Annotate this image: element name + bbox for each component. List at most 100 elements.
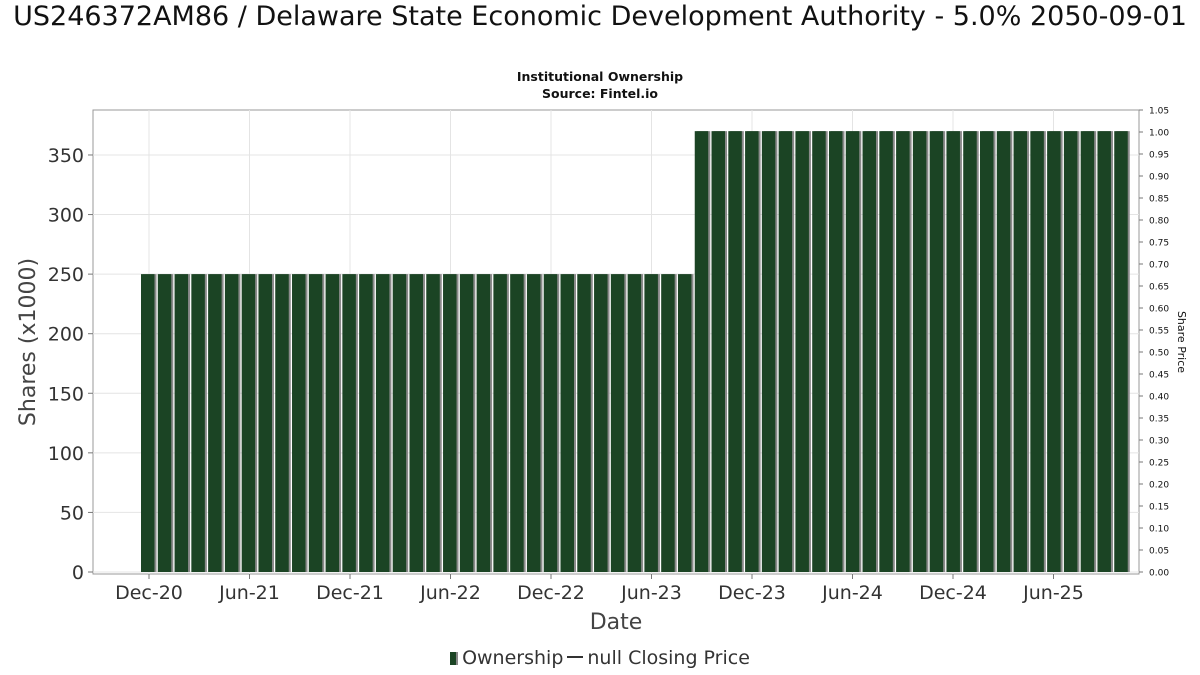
bar <box>661 274 675 572</box>
bar <box>342 274 356 572</box>
bar <box>963 131 977 572</box>
y-axis-title: Shares (x1000) <box>16 258 41 426</box>
y2-tick-label: 0.35 <box>1149 415 1169 425</box>
x-tick-label: Dec-24 <box>919 582 987 604</box>
x-tick-label: Dec-20 <box>115 582 183 604</box>
y-tick-label: 200 <box>48 324 84 346</box>
subtitle-source: Source: Fintel.io <box>542 86 658 101</box>
bar <box>677 274 692 572</box>
bar <box>493 274 507 572</box>
legend-ownership-label: Ownership <box>462 647 564 669</box>
chart-title: US246372AM86 / Delaware State Economic D… <box>13 1 1187 32</box>
x-tick-label: Dec-22 <box>517 582 585 604</box>
y2-tick-label: 0.10 <box>1149 525 1169 535</box>
bar <box>241 274 256 572</box>
bar <box>526 274 541 572</box>
bar <box>845 131 860 572</box>
y2-tick-label: 0.60 <box>1149 305 1169 315</box>
bar <box>1080 131 1095 572</box>
bar <box>980 131 994 572</box>
ownership-bars <box>141 131 1130 572</box>
y2-tick-label: 1.00 <box>1149 129 1169 139</box>
y2-tick-label: 0.15 <box>1149 503 1169 513</box>
y2-tick-label: 0.30 <box>1149 437 1169 447</box>
y-tick-label: 50 <box>60 502 84 524</box>
bar <box>862 131 877 572</box>
bar <box>610 274 625 572</box>
bar <box>543 274 558 572</box>
bar <box>896 131 910 572</box>
bar <box>1097 131 1111 572</box>
y2-tick-label: 0.95 <box>1149 151 1169 161</box>
bar <box>996 131 1011 572</box>
bar <box>912 131 927 572</box>
bar <box>325 274 340 572</box>
y2-tick-label: 0.85 <box>1149 195 1169 205</box>
bar <box>812 131 826 572</box>
y2-tick-label: 0.75 <box>1149 239 1169 249</box>
bar <box>879 131 893 572</box>
bar <box>711 131 726 572</box>
x-tick-label: Jun-24 <box>821 582 883 604</box>
y2-tick-label: 0.40 <box>1149 393 1169 403</box>
bar <box>728 131 742 572</box>
y2-tick-label: 0.50 <box>1149 349 1169 359</box>
bar <box>1047 131 1061 572</box>
bar <box>1013 131 1028 572</box>
bar <box>359 274 373 572</box>
y-tick-label: 0 <box>72 562 84 584</box>
bar <box>375 274 390 572</box>
right-axis-ticks: 0.00 0.05 0.10 0.15 0.20 0.25 0.30 0.35 0.40 0.45… <box>1139 107 1169 579</box>
bar <box>191 274 205 572</box>
y2-tick-label: 0.45 <box>1149 371 1169 381</box>
y2-tick-label: 0.25 <box>1149 459 1169 469</box>
bar <box>694 131 709 572</box>
bar <box>577 274 591 572</box>
y-tick-label: 150 <box>48 383 84 405</box>
bar <box>828 131 843 572</box>
bar <box>1114 131 1128 572</box>
bar <box>795 131 809 572</box>
y2-tick-label: 0.05 <box>1149 547 1169 557</box>
bar <box>392 274 407 572</box>
bar <box>946 131 960 572</box>
bar <box>778 131 793 572</box>
x-tick-label: Jun-25 <box>1022 582 1084 604</box>
bar <box>224 274 239 572</box>
bar <box>761 131 776 572</box>
y-tick-label: 350 <box>48 145 84 167</box>
bar <box>560 274 574 572</box>
bar <box>157 274 172 572</box>
legend-price-label: null Closing Price <box>587 647 750 669</box>
x-tick-label: Dec-23 <box>718 582 786 604</box>
y2-tick-label: 1.05 <box>1149 107 1169 117</box>
bar <box>174 274 189 572</box>
y2-tick-label: 0.55 <box>1149 327 1169 337</box>
bar <box>594 274 608 572</box>
bar <box>275 274 289 572</box>
bar <box>644 274 658 572</box>
bar <box>258 274 272 572</box>
left-axis-ticks: 0 50 100 150 200 250 300 350 <box>48 145 93 584</box>
y2-tick-label: 0.00 <box>1149 569 1169 579</box>
x-axis-ticks: Dec-20 Jun-21 Dec-21 Jun-22 Dec-22 Jun-23 Dec-… <box>115 574 1084 604</box>
ownership-swatch-icon <box>450 652 459 665</box>
x-axis-title: Date <box>590 610 643 635</box>
bar <box>476 274 491 572</box>
x-tick-label: Jun-21 <box>218 582 280 604</box>
bar <box>308 274 323 572</box>
bar <box>409 274 423 572</box>
y2-tick-label: 0.65 <box>1149 283 1169 293</box>
subtitle-ownership: Institutional Ownership <box>516 69 684 84</box>
bar <box>426 274 440 572</box>
bar <box>510 274 524 572</box>
legend: Ownership null Closing Price <box>0 647 1200 669</box>
bar <box>459 274 474 572</box>
y-tick-label: 100 <box>48 443 84 465</box>
bar <box>1030 131 1044 572</box>
price-line-swatch-icon <box>567 656 584 658</box>
y2-tick-label: 0.90 <box>1149 173 1169 183</box>
y-tick-label: 300 <box>48 205 84 227</box>
bar <box>1063 131 1078 572</box>
chart-subtitle: Institutional Ownership Source: Fintel.i… <box>0 68 1200 102</box>
